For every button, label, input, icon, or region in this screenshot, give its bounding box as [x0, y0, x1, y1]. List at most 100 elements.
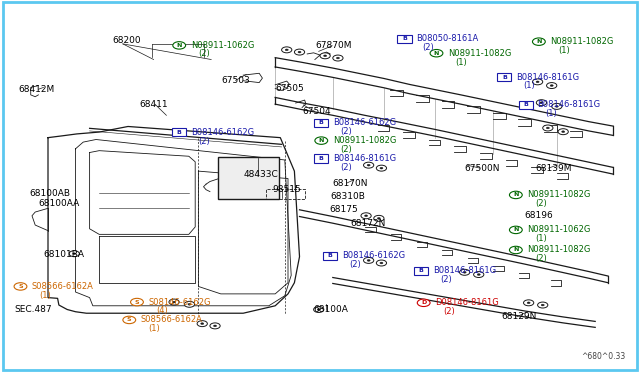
Circle shape	[374, 215, 384, 221]
Circle shape	[361, 213, 371, 219]
Circle shape	[364, 162, 374, 168]
FancyBboxPatch shape	[323, 252, 337, 260]
Circle shape	[543, 125, 553, 131]
Text: B: B	[319, 156, 324, 161]
FancyBboxPatch shape	[519, 101, 533, 109]
Circle shape	[169, 299, 179, 305]
Text: SEC.487: SEC.487	[14, 305, 52, 314]
Text: 67870M: 67870M	[315, 41, 351, 50]
Text: N08911-1062G: N08911-1062G	[527, 225, 591, 234]
Text: (1): (1)	[558, 46, 570, 55]
Circle shape	[320, 53, 330, 59]
Circle shape	[460, 269, 470, 275]
Circle shape	[547, 127, 549, 129]
Text: B08146-8161G: B08146-8161G	[433, 266, 496, 275]
Text: B: B	[328, 253, 333, 259]
Text: (2): (2)	[535, 199, 547, 208]
Text: 67503: 67503	[221, 76, 250, 85]
Text: 68411: 68411	[140, 100, 168, 109]
Text: N: N	[536, 39, 541, 44]
Circle shape	[184, 301, 195, 307]
Text: (2): (2)	[340, 163, 352, 172]
Circle shape	[365, 215, 367, 217]
Circle shape	[524, 300, 534, 306]
Text: (2): (2)	[340, 145, 352, 154]
Text: 68196: 68196	[525, 211, 554, 219]
Text: 68172N: 68172N	[351, 219, 386, 228]
Text: N: N	[177, 43, 182, 48]
Circle shape	[337, 57, 339, 59]
FancyBboxPatch shape	[397, 35, 412, 43]
Circle shape	[380, 167, 383, 169]
Text: (2): (2)	[422, 43, 434, 52]
Text: S08566-6162A: S08566-6162A	[32, 282, 94, 291]
Text: B08146-6162G: B08146-6162G	[333, 118, 396, 127]
Circle shape	[562, 131, 564, 132]
Circle shape	[556, 106, 558, 107]
Circle shape	[547, 83, 557, 89]
Circle shape	[463, 272, 466, 273]
Circle shape	[376, 260, 387, 266]
Text: (2): (2)	[535, 254, 547, 263]
Circle shape	[558, 129, 568, 135]
Circle shape	[294, 49, 305, 55]
Circle shape	[317, 309, 320, 310]
Circle shape	[532, 38, 545, 45]
Text: 68100AB: 68100AB	[29, 189, 70, 198]
FancyBboxPatch shape	[314, 119, 328, 127]
Text: B: B	[419, 268, 424, 273]
Text: 48433C: 48433C	[243, 170, 278, 179]
Text: N08911-1082G: N08911-1082G	[448, 49, 511, 58]
Text: B08146-6162G: B08146-6162G	[342, 251, 405, 260]
Circle shape	[378, 218, 380, 219]
Text: (1): (1)	[148, 324, 160, 333]
Text: 68100AA: 68100AA	[38, 199, 79, 208]
Circle shape	[173, 42, 186, 49]
Text: (1): (1)	[524, 81, 535, 90]
Text: (2): (2)	[340, 127, 352, 136]
Text: N: N	[434, 51, 439, 56]
Text: S: S	[127, 317, 132, 323]
Text: B: B	[402, 36, 407, 41]
Circle shape	[367, 164, 370, 166]
Text: (2): (2)	[440, 275, 452, 284]
Circle shape	[536, 100, 547, 106]
Text: 98515: 98515	[273, 185, 301, 194]
Text: 68101BA: 68101BA	[44, 250, 84, 259]
Circle shape	[540, 102, 543, 103]
Circle shape	[324, 55, 326, 57]
Circle shape	[197, 321, 207, 327]
Text: 68175: 68175	[329, 205, 358, 214]
Circle shape	[367, 260, 370, 261]
Text: (2): (2)	[349, 260, 361, 269]
Text: 67500N: 67500N	[464, 164, 499, 173]
Text: (2): (2)	[198, 49, 210, 58]
Text: (4): (4)	[156, 307, 168, 315]
Text: D: D	[421, 300, 426, 305]
Circle shape	[73, 253, 76, 254]
Text: N08911-1082G: N08911-1082G	[550, 37, 614, 46]
Circle shape	[527, 302, 530, 304]
Text: 68200: 68200	[112, 36, 141, 45]
Text: N08911-1082G: N08911-1082G	[527, 246, 591, 254]
Circle shape	[315, 137, 328, 144]
Circle shape	[550, 85, 553, 86]
Text: 68100A: 68100A	[314, 305, 348, 314]
FancyBboxPatch shape	[414, 267, 428, 275]
Circle shape	[214, 325, 216, 327]
FancyBboxPatch shape	[172, 128, 186, 136]
Text: (1): (1)	[535, 234, 547, 243]
Circle shape	[541, 304, 544, 306]
Text: 68170N: 68170N	[333, 179, 368, 187]
Circle shape	[210, 323, 220, 329]
Text: (1): (1)	[545, 109, 557, 118]
Text: 68412M: 68412M	[18, 85, 54, 94]
Text: 67505: 67505	[275, 84, 304, 93]
Circle shape	[123, 316, 136, 324]
Text: N: N	[513, 247, 518, 253]
Circle shape	[364, 257, 374, 263]
Circle shape	[333, 55, 343, 61]
Text: N08911-1062G: N08911-1062G	[191, 41, 254, 50]
Text: B08146-8161G: B08146-8161G	[516, 73, 579, 81]
Circle shape	[430, 49, 443, 57]
